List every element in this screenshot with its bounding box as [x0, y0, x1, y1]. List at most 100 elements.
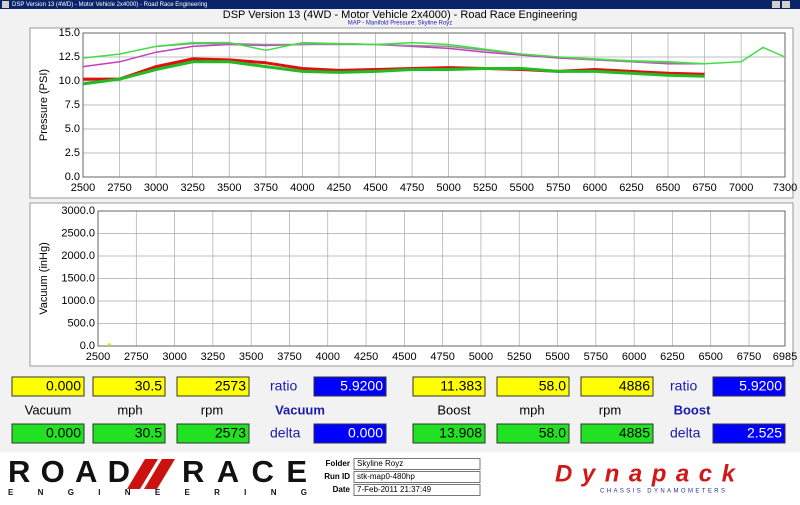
- x-tick-label: 5250: [507, 351, 531, 363]
- readout-caption: ratio: [270, 378, 297, 394]
- logo-stripe: [127, 459, 158, 489]
- y-tick-label: 1000.0: [61, 295, 95, 307]
- x-tick-label: 6500: [656, 182, 680, 194]
- x-tick-label: 6985: [773, 351, 797, 363]
- x-tick-label: 4500: [392, 351, 416, 363]
- readout-box: [496, 423, 570, 444]
- x-tick-label: 5000: [469, 351, 493, 363]
- readout-label: mph: [117, 402, 142, 417]
- readout-value: 58.0: [539, 378, 566, 394]
- x-tick-label: 2750: [107, 182, 131, 194]
- x-tick-label: 6750: [737, 351, 761, 363]
- readout-value: 2.525: [747, 425, 782, 441]
- x-tick-label: 3250: [180, 182, 204, 194]
- logo-stripe: [144, 459, 175, 489]
- x-tick-label: 6500: [698, 351, 722, 363]
- y-tick-label: 5.0: [65, 123, 80, 135]
- readout-value: 4885: [619, 425, 650, 441]
- x-tick-label: 5750: [546, 182, 570, 194]
- x-tick-label: 4000: [316, 351, 340, 363]
- series-line: [156, 42, 705, 65]
- readout-label: rpm: [599, 402, 621, 417]
- x-tick-label: 4500: [363, 182, 387, 194]
- x-tick-label: 4250: [354, 351, 378, 363]
- readout-value: 5.9200: [340, 378, 383, 394]
- x-tick-label: 4000: [290, 182, 314, 194]
- readout-label: Boost: [437, 402, 471, 417]
- logo-text: ENGINEERING: [8, 488, 307, 497]
- readout-box: [176, 423, 250, 444]
- plot-border: [97, 210, 786, 347]
- readout-caption: delta: [670, 425, 701, 441]
- field-box: [353, 458, 481, 470]
- field-value: Skyline Royz: [357, 459, 403, 468]
- field-label: Run ID: [324, 472, 350, 481]
- readout-label: mph: [519, 402, 544, 417]
- x-tick-label: 3250: [201, 351, 225, 363]
- readout-value: 30.5: [135, 425, 162, 441]
- y-tick-label: 0.0: [65, 171, 80, 183]
- x-tick-label: 6750: [692, 182, 716, 194]
- field-value: 7-Feb-2011 21:37:49: [357, 485, 432, 494]
- series-line: [82, 41, 786, 65]
- chart-frame: [29, 27, 794, 199]
- app-icon: [2, 1, 9, 8]
- y-tick-label: 2500.0: [61, 227, 95, 239]
- title-bar: [0, 0, 800, 9]
- x-tick-label: 6000: [583, 182, 607, 194]
- y-tick-label: 10.0: [59, 75, 80, 87]
- readout-box: [92, 376, 166, 397]
- close-button[interactable]: [782, 1, 790, 8]
- x-tick-label: 4750: [400, 182, 424, 194]
- window-title: DSP Version 13 (4WD) - Motor Vehicle 2x4…: [12, 2, 207, 8]
- readout-caption: delta: [270, 425, 301, 441]
- x-tick-label: 3000: [162, 351, 186, 363]
- field-value: stk-map0-480hp: [357, 472, 415, 481]
- field-box: [353, 484, 481, 496]
- readout-box: [580, 376, 654, 397]
- readout-box: [412, 423, 486, 444]
- readout-box: [412, 376, 486, 397]
- y-tick-label: 3000.0: [61, 205, 95, 217]
- readout-box: [92, 423, 166, 444]
- readout-box: [313, 423, 387, 444]
- readout-value: 30.5: [135, 378, 162, 394]
- y-tick-label: 500.0: [67, 317, 95, 329]
- x-tick-label: 6000: [622, 351, 646, 363]
- y-tick-label: 0.0: [80, 340, 95, 352]
- point: [107, 343, 111, 347]
- x-tick-label: 2500: [86, 351, 110, 363]
- y-tick-label: 7.5: [65, 99, 80, 111]
- x-tick-label: 6250: [660, 351, 684, 363]
- x-tick-label: 3750: [254, 182, 278, 194]
- x-tick-label: 2750: [124, 351, 148, 363]
- x-tick-label: 3000: [144, 182, 168, 194]
- x-tick-label: 2500: [71, 182, 95, 194]
- x-tick-label: 4250: [327, 182, 351, 194]
- readout-value: 58.0: [539, 425, 566, 441]
- readout-label: Vacuum: [275, 402, 325, 417]
- x-tick-label: 5500: [510, 182, 534, 194]
- field-label: Folder: [326, 459, 350, 468]
- x-tick-label: 5250: [473, 182, 497, 194]
- x-tick-label: 5000: [436, 182, 460, 194]
- chart-title: DSP Version 13 (4WD - Motor Vehicle 2x40…: [223, 9, 577, 21]
- readout-box: [712, 376, 786, 397]
- plot-border: [82, 32, 786, 178]
- y-tick-label: 2000.0: [61, 250, 95, 262]
- readout-box: [712, 423, 786, 444]
- x-tick-label: 3750: [277, 351, 301, 363]
- x-tick-label: 4750: [430, 351, 454, 363]
- y-tick-label: 1500.0: [61, 272, 95, 284]
- readout-value: 2573: [215, 425, 246, 441]
- maximize-button[interactable]: [772, 1, 780, 8]
- y-tick-label: 15.0: [59, 27, 80, 39]
- y-axis-label: Pressure (PSI): [38, 69, 50, 141]
- y-tick-label: 2.5: [65, 147, 80, 159]
- readout-label: Vacuum: [25, 402, 72, 417]
- readout-box: [580, 423, 654, 444]
- readout-value: 0.000: [46, 378, 81, 394]
- readout-box: [313, 376, 387, 397]
- y-tick-label: 12.5: [59, 51, 80, 63]
